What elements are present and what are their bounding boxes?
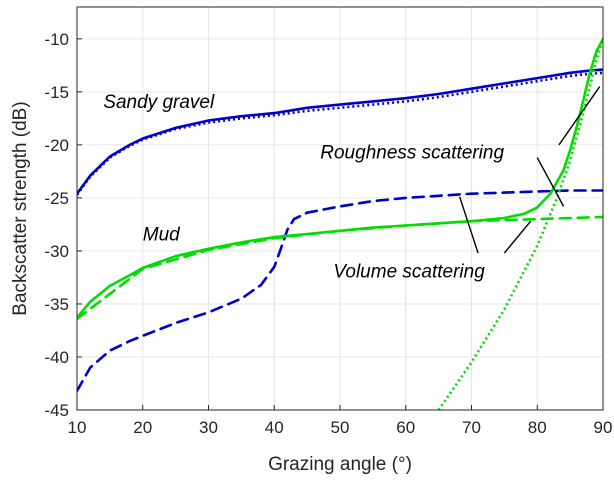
series-line-2 — [77, 71, 603, 196]
annotation-label: Volume scattering — [333, 261, 485, 282]
x-tick-label: 20 — [133, 418, 152, 437]
annotation-label: Sandy gravel — [103, 92, 215, 113]
annotation-leader-line — [558, 86, 601, 146]
leader-layer — [458, 86, 601, 254]
y-axis-label: Backscatter strength (dB) — [10, 101, 31, 315]
annotation-layer: Sandy gravel Roughness scattering Mud Volum… — [103, 92, 504, 283]
y-tick-label: -25 — [44, 189, 69, 208]
x-tick-label: 10 — [68, 418, 87, 437]
grid-layer — [76, 7, 604, 411]
y-tick-label: -30 — [44, 242, 69, 261]
x-tick-label: 60 — [396, 418, 415, 437]
x-tick-label: 30 — [199, 418, 218, 437]
y-tick-label: -35 — [44, 295, 69, 314]
y-tick-label: -10 — [44, 30, 69, 49]
x-tick-label: 40 — [265, 418, 284, 437]
annotation-leader-line — [536, 157, 565, 207]
series-line-3 — [77, 189, 603, 393]
series-line-5 — [77, 215, 603, 321]
y-tick-label: -15 — [44, 83, 69, 102]
x-tick-label: 50 — [331, 418, 350, 437]
tick-layer: 10 20 30 40 50 60 70 80 90 -45 -40 -35 -30 -25 -20 -15 -… — [44, 30, 612, 437]
y-tick-label: -20 — [44, 136, 69, 155]
y-tick-label: -45 — [44, 401, 69, 420]
annotation-label: Roughness scattering — [320, 143, 504, 164]
y-tick-label: -40 — [44, 348, 69, 367]
x-tick-label: 80 — [528, 418, 547, 437]
x-tick-label: 70 — [462, 418, 481, 437]
x-axis-label: Grazing angle (°) — [268, 454, 412, 475]
annotation-leader-line — [458, 196, 479, 254]
annotation-leader-line — [503, 220, 532, 254]
series-layer — [77, 37, 603, 410]
annotation-label: Mud — [143, 224, 181, 245]
x-tick-label: 90 — [594, 418, 613, 437]
